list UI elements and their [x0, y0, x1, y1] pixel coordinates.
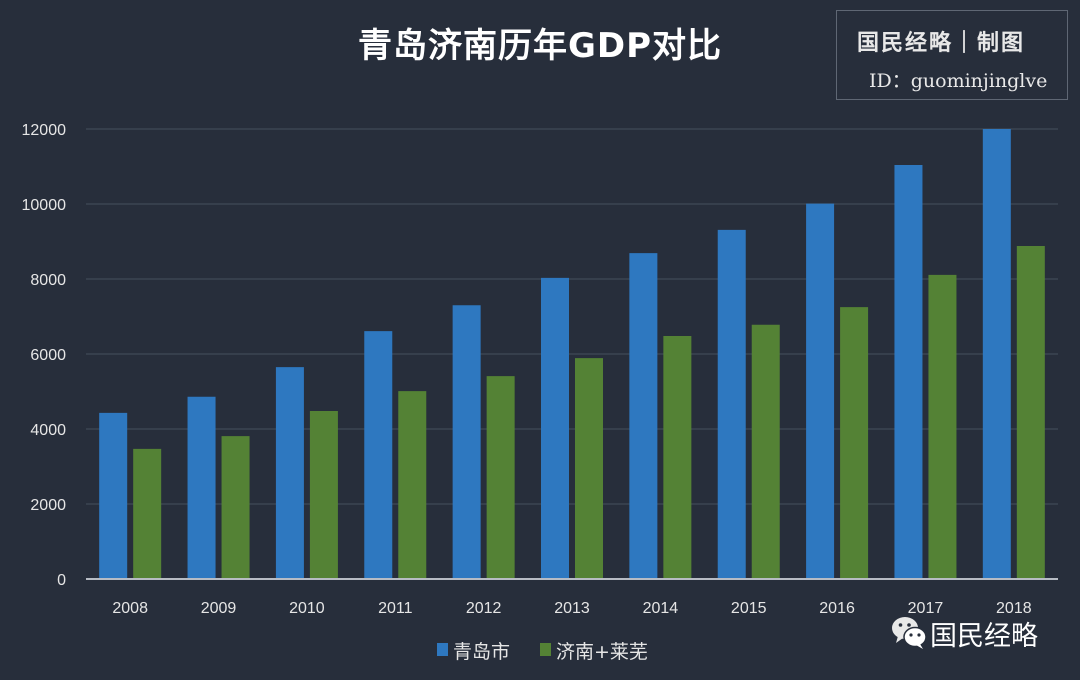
credit-line1: 国民经略｜制图: [857, 30, 1026, 56]
x-tick-label: 2018: [996, 600, 1032, 617]
bar-jinan-2017: [928, 274, 957, 579]
bar-qingdao-2016: [806, 203, 835, 579]
y-tick-label: 0: [57, 572, 66, 589]
bar-qingdao-2015: [717, 229, 746, 579]
y-tick-label: 4000: [30, 422, 66, 439]
x-tick-label: 2014: [643, 600, 679, 617]
x-tick-label: 2008: [112, 600, 148, 617]
bar-qingdao-2008: [99, 412, 128, 579]
bar-qingdao-2018: [982, 129, 1011, 579]
credit-line2: ID：guominjinglve: [869, 70, 1048, 92]
bar-jinan-2015: [751, 324, 780, 579]
bar-jinan-2013: [575, 358, 603, 579]
x-tick-label: 2013: [554, 600, 590, 617]
legend-swatch-jinan: [540, 643, 551, 656]
legend: 青岛市 济南+莱芜: [437, 641, 648, 663]
x-tick-label: 2011: [378, 600, 413, 617]
bar-jinan-2014: [663, 336, 692, 579]
x-tick-label: 2010: [289, 600, 325, 617]
x-tick-label: 2017: [908, 600, 944, 617]
chart-title: 青岛济南历年GDP对比: [357, 26, 723, 66]
bar-qingdao-2009: [187, 396, 216, 579]
bar-qingdao-2014: [629, 253, 658, 579]
x-tick-label: 2016: [819, 600, 855, 617]
bar-qingdao-2017: [894, 165, 923, 579]
y-tick-label: 8000: [30, 272, 66, 289]
y-tick-label: 2000: [30, 497, 66, 514]
credit-box: 国民经略｜制图 ID：guominjinglve: [836, 10, 1068, 100]
bar-jinan-2016: [840, 307, 869, 579]
x-tick-label: 2015: [731, 600, 767, 617]
x-axis-ticks: 2008 2009 2010 2011 2012 2013 2014 2015 2016 2017…: [112, 600, 1031, 617]
bar-jinan-2011: [398, 391, 427, 579]
bar-qingdao-2013: [541, 277, 569, 579]
legend-swatch-qingdao: [437, 643, 448, 656]
y-axis-ticks: 0 2000 4000 6000 8000 10000 12000: [22, 122, 67, 589]
bar-jinan-2008: [133, 448, 162, 579]
y-tick-label: 10000: [22, 197, 67, 214]
bar-jinan-2010: [309, 411, 338, 579]
x-tick-label: 2012: [466, 600, 502, 617]
y-tick-label: 12000: [22, 122, 67, 139]
bar-jinan-2009: [221, 436, 250, 579]
x-tick-label: 2009: [201, 600, 237, 617]
y-tick-label: 6000: [30, 347, 66, 364]
legend-label-jinan: 济南+莱芜: [556, 641, 648, 663]
bar-jinan-2012: [486, 376, 515, 579]
bar-jinan-2018: [1016, 246, 1045, 579]
bar-qingdao-2012: [452, 305, 481, 579]
bar-qingdao-2011: [364, 331, 393, 579]
bars: [99, 129, 1045, 579]
bar-qingdao-2010: [275, 367, 304, 579]
wechat-icon: [892, 617, 927, 649]
brand-watermark: 国民经略: [930, 621, 1038, 652]
legend-label-qingdao: 青岛市: [453, 641, 510, 663]
